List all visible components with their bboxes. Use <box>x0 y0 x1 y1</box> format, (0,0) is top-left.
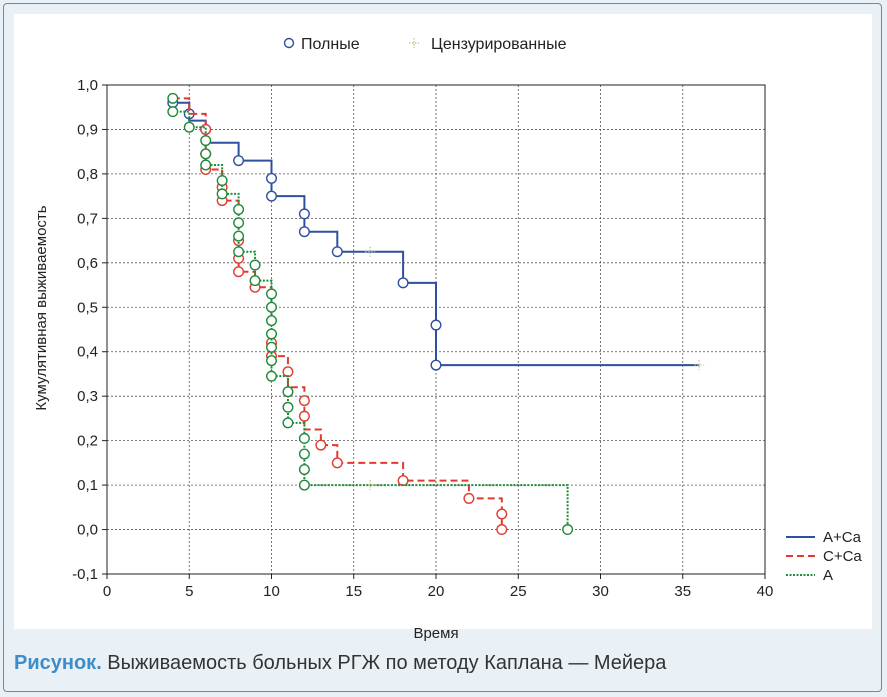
x-tick-label: 5 <box>185 583 193 600</box>
event-point <box>331 457 343 469</box>
series-legend: A+Ca C+Ca A <box>786 529 862 584</box>
caption-text: Выживаемость больных РГЖ по методу Капла… <box>101 652 667 674</box>
event-point <box>282 366 294 378</box>
event-point <box>266 370 278 382</box>
x-tick-label: 0 <box>103 583 111 600</box>
y-tick-label: -0,1 <box>72 566 98 583</box>
event-point <box>282 401 294 413</box>
event-point <box>562 524 574 536</box>
event-point <box>282 386 294 398</box>
event-point <box>167 106 179 118</box>
y-tick-label: 0,9 <box>77 121 98 138</box>
event-point <box>266 341 278 353</box>
legend-label: A+Ca <box>823 529 862 546</box>
event-point <box>298 448 310 460</box>
event-point <box>298 479 310 491</box>
legend-label: C+Ca <box>823 548 862 565</box>
event-point <box>233 217 245 229</box>
event-point <box>266 172 278 184</box>
y-tick-label: 0,7 <box>77 210 98 227</box>
series-C+Ca <box>172 97 508 536</box>
complete-marker-label: Полные <box>301 36 360 53</box>
event-point <box>249 259 261 271</box>
event-point <box>298 226 310 238</box>
event-point <box>266 301 278 313</box>
event-point <box>167 92 179 104</box>
event-point <box>298 208 310 220</box>
y-tick-label: 0,0 <box>77 522 98 539</box>
x-tick-label: 20 <box>428 583 445 600</box>
event-point <box>233 230 245 242</box>
event-point <box>298 432 310 444</box>
event-point <box>496 508 508 520</box>
event-point <box>216 175 228 187</box>
event-point <box>200 148 212 160</box>
x-tick-label: 30 <box>592 583 609 600</box>
event-point <box>430 359 442 371</box>
event-point <box>397 475 409 487</box>
event-point <box>216 188 228 200</box>
event-point <box>266 355 278 367</box>
censored-marker-label: Цензурированные <box>431 36 567 53</box>
event-point <box>233 266 245 278</box>
marker-legend: Полные Цензурированные <box>283 36 567 53</box>
series-A+Ca <box>167 97 705 371</box>
event-point <box>233 246 245 258</box>
series-line <box>172 110 569 530</box>
x-tick-label: 40 <box>757 583 774 600</box>
event-point <box>266 190 278 202</box>
event-point <box>282 417 294 429</box>
event-point <box>233 203 245 215</box>
y-tick-label: 0,4 <box>77 344 98 361</box>
event-point <box>249 275 261 287</box>
event-point <box>200 135 212 147</box>
x-tick-label: 10 <box>263 583 280 600</box>
event-point <box>266 288 278 300</box>
event-point <box>233 155 245 167</box>
series-A <box>167 92 574 536</box>
complete-marker-icon <box>283 37 295 49</box>
event-point <box>298 395 310 407</box>
x-axis-label: Время <box>413 625 458 642</box>
event-point <box>266 328 278 340</box>
series-group <box>167 92 705 536</box>
y-tick-label: 0,1 <box>77 477 98 494</box>
axis-ticks: -0,1 0,0 0,1 0,2 0,3 0,4 0,5 0,6 0,7 0,8 0,9 1,0 0 5 1… <box>72 77 773 600</box>
y-axis-label: Кумулятивная выживаемость <box>33 205 50 410</box>
x-tick-label: 15 <box>345 583 362 600</box>
y-tick-label: 0,8 <box>77 166 98 183</box>
event-point <box>266 315 278 327</box>
x-tick-label: 35 <box>674 583 691 600</box>
y-tick-label: 0,5 <box>77 299 98 316</box>
event-point <box>298 464 310 476</box>
y-tick-label: 0,6 <box>77 255 98 272</box>
event-point <box>397 277 409 289</box>
event-point <box>430 319 442 331</box>
event-point <box>200 159 212 171</box>
event-point <box>315 439 327 451</box>
event-point <box>463 492 475 504</box>
plot-background <box>14 14 872 629</box>
figure-frame <box>3 3 882 692</box>
event-point <box>183 121 195 133</box>
censored-marker-icon <box>409 38 419 48</box>
y-tick-label: 1,0 <box>77 77 98 94</box>
series-line <box>172 97 503 530</box>
x-tick-label: 25 <box>510 583 527 600</box>
event-point <box>331 246 343 258</box>
caption-label: Рисунок. <box>14 652 102 674</box>
y-tick-label: 0,2 <box>77 433 98 450</box>
event-point <box>298 410 310 422</box>
event-point <box>496 524 508 536</box>
figure-caption: Рисунок. Выживаемость больных РГЖ по мет… <box>14 652 666 675</box>
legend-label: A <box>823 567 833 584</box>
y-tick-label: 0,3 <box>77 388 98 405</box>
